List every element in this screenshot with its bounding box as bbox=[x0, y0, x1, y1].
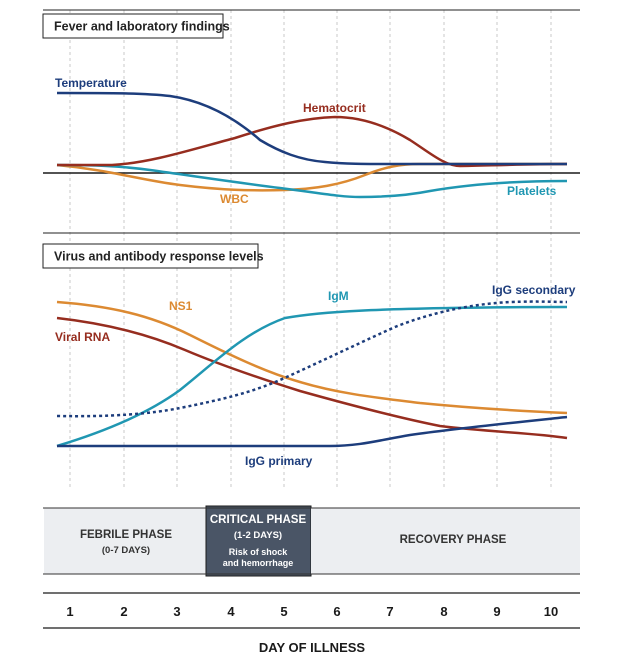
day-label-3: 3 bbox=[173, 604, 180, 619]
axis-title: DAY OF ILLNESS bbox=[259, 640, 366, 655]
hematocrit-curve bbox=[57, 115, 568, 168]
fever-panel-title: Fever and laboratory findings bbox=[54, 20, 230, 34]
critical-phase-note-2: and hemorrhage bbox=[223, 558, 294, 568]
febrile-phase-title: FEBRILE PHASE bbox=[80, 529, 172, 541]
day-label-9: 9 bbox=[493, 604, 500, 619]
igg-primary-curve bbox=[57, 415, 568, 448]
ns1-label: NS1 bbox=[169, 299, 193, 313]
viral-rna-label: Viral RNA bbox=[55, 330, 110, 344]
day-label-5: 5 bbox=[280, 604, 287, 619]
day-label-7: 7 bbox=[386, 604, 393, 619]
hematocrit-label: Hematocrit bbox=[303, 101, 366, 115]
temperature-curve bbox=[56, 91, 567, 166]
igm-curve bbox=[56, 305, 568, 448]
phase-band: FEBRILE PHASE (0-7 DAYS) CRITICAL PHASE … bbox=[43, 505, 580, 577]
day-label-4: 4 bbox=[227, 604, 235, 619]
day-label-10: 10 bbox=[544, 604, 558, 619]
viral-rna-curve bbox=[56, 316, 568, 440]
igg-primary-label: IgG primary bbox=[245, 454, 313, 468]
critical-phase-sub: (1-2 DAYS) bbox=[234, 530, 282, 541]
day-axis: 1 2 3 4 5 6 7 8 9 10 DAY OF ILLNESS bbox=[43, 592, 580, 655]
wbc-label: WBC bbox=[220, 192, 249, 206]
febrile-phase-box bbox=[44, 508, 206, 574]
day-label-8: 8 bbox=[440, 604, 447, 619]
virus-panel: Virus and antibody response levels NS1 I… bbox=[42, 243, 576, 468]
febrile-phase-sub: (0-7 DAYS) bbox=[102, 545, 150, 556]
recovery-phase-box bbox=[311, 508, 580, 574]
igm-label: IgM bbox=[328, 289, 349, 303]
day-gridlines bbox=[69, 10, 552, 488]
day-label-2: 2 bbox=[120, 604, 127, 619]
fever-panel-title-box bbox=[42, 13, 224, 39]
virus-panel-title: Virus and antibody response levels bbox=[54, 250, 264, 264]
virus-panel-title-box bbox=[42, 243, 259, 269]
fever-panel: Fever and laboratory findings Temperatur… bbox=[42, 9, 580, 234]
platelets-label: Platelets bbox=[507, 184, 557, 198]
ns1-curve bbox=[56, 300, 568, 415]
igg-secondary-label: IgG secondary bbox=[492, 283, 576, 297]
critical-phase-note-1: Risk of shock bbox=[229, 547, 289, 557]
platelets-curve bbox=[56, 163, 568, 199]
day-label-6: 6 bbox=[333, 604, 340, 619]
igg-secondary-curve bbox=[56, 300, 568, 418]
critical-phase-box bbox=[205, 505, 312, 577]
critical-phase-title: CRITICAL PHASE bbox=[210, 514, 307, 526]
temperature-label: Temperature bbox=[55, 76, 127, 90]
day-label-1: 1 bbox=[66, 604, 73, 619]
recovery-phase-title: RECOVERY PHASE bbox=[400, 534, 507, 546]
